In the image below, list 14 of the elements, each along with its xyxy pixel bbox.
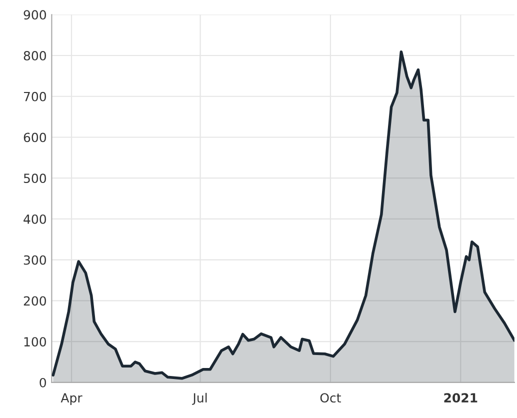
y-tick-label: 400 (24, 214, 46, 224)
y-tick-label: 500 (24, 174, 46, 184)
y-tick-label: 100 (24, 337, 46, 347)
x-tick-label: 2021 (444, 393, 478, 403)
y-tick-label: 200 (24, 296, 46, 306)
y-tick-label: 600 (24, 132, 46, 142)
x-tick-label: Oct (320, 393, 341, 403)
y-tick-label: 700 (24, 92, 46, 102)
x-tick-label: Apr (60, 393, 82, 405)
y-tick-label: 900 (24, 10, 46, 20)
y-tick-label: 300 (24, 255, 46, 265)
y-tick-label: 0 (40, 378, 46, 388)
y-tick-label: 800 (24, 50, 46, 60)
x-tick-label: Jul (192, 392, 207, 405)
